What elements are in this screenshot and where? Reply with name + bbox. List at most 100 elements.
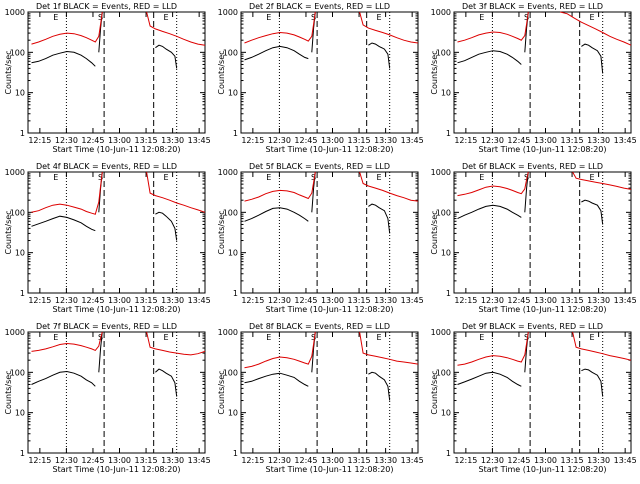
y-tick-label: 1000 (431, 8, 451, 17)
attenuator-marker: E (590, 13, 595, 22)
x-tick-label: 12:30 (481, 296, 504, 305)
y-tick-label: 10 (441, 249, 451, 258)
detector-panel: Det 5f BLACK = Events, RED = LLD 1 10 100 10… (217, 162, 424, 314)
x-axis-label: Start Time (10-Jun-11 12:08:20) (266, 465, 394, 474)
x-tick-label: 13:15 (135, 456, 158, 465)
y-tick-label: 1000 (5, 168, 25, 177)
x-tick-label: 13:00 (534, 456, 557, 465)
x-tick-label: 13:30 (374, 296, 397, 305)
detector-panel: Det 9f BLACK = Events, RED = LLD 1 10 100 10… (430, 322, 637, 474)
x-axis-label: Start Time (10-Jun-11 12:08:20) (53, 465, 181, 474)
x-tick-label: 13:30 (587, 136, 610, 145)
lld-series-line (146, 171, 206, 213)
events-series-line (581, 199, 604, 225)
plot-frame (27, 171, 206, 294)
x-tick-label: 13:15 (348, 296, 371, 305)
y-axis-label: Counts/sec (4, 210, 13, 254)
events-series-line (368, 42, 391, 69)
panel-title: Det 6f BLACK = Events, RED = LLD (462, 162, 603, 171)
x-tick-label: 13:30 (374, 456, 397, 465)
x-tick-label: 12:15 (241, 456, 264, 465)
attenuator-marker: E (590, 173, 595, 182)
x-tick-label: 12:15 (454, 136, 477, 145)
x-axis-label: Start Time (10-Jun-11 12:08:20) (266, 145, 394, 154)
attenuator-marker: E (377, 333, 382, 342)
y-tick-label: 1 (20, 449, 25, 458)
attenuator-marker: S (311, 333, 316, 342)
x-tick-label: 12:45 (81, 456, 104, 465)
y-tick-label: 1000 (218, 328, 238, 337)
detector-panel: Det 7f BLACK = Events, RED = LLD 1 10 100 10… (4, 322, 211, 474)
events-series-line (155, 368, 178, 397)
x-tick-label: 13:00 (321, 296, 344, 305)
events-series-line (457, 371, 522, 387)
detector-panel: Det 1f BLACK = Events, RED = LLD 1 10 100 10… (4, 2, 211, 154)
plot-frame (27, 331, 206, 454)
y-tick-label: 100 (10, 208, 25, 217)
lld-series-line (146, 331, 206, 356)
x-tick-label: 12:45 (81, 296, 104, 305)
x-tick-label: 12:45 (294, 456, 317, 465)
lld-series-line (146, 11, 206, 46)
x-tick-label: 13:45 (401, 456, 424, 465)
lld-series-line (244, 171, 316, 202)
x-tick-label: 13:30 (587, 296, 610, 305)
events-series-line (581, 368, 604, 397)
x-tick-label: 13:45 (614, 296, 637, 305)
lld-series-line (572, 331, 632, 361)
x-tick-label: 13:15 (348, 456, 371, 465)
y-tick-label: 1 (233, 449, 238, 458)
x-tick-label: 12:30 (55, 136, 78, 145)
lld-series-line (359, 171, 419, 202)
x-tick-label: 12:15 (241, 296, 264, 305)
attenuator-marker: S (98, 13, 103, 22)
x-tick-label: 13:15 (135, 136, 158, 145)
x-tick-label: 13:15 (561, 136, 584, 145)
plot-frame (240, 171, 419, 294)
attenuator-marker: S (311, 173, 316, 182)
events-series-line (368, 371, 391, 401)
y-tick-label: 100 (436, 368, 451, 377)
y-axis-label: Counts/sec (4, 50, 13, 94)
attenuator-marker: S (524, 333, 529, 342)
events-series-line (457, 50, 522, 65)
y-tick-label: 10 (15, 89, 25, 98)
detector-panel: Det 2f BLACK = Events, RED = LLD 1 10 100 10… (217, 2, 424, 154)
y-tick-label: 100 (223, 48, 238, 57)
panel-title: Det 3f BLACK = Events, RED = LLD (462, 2, 603, 11)
attenuator-marker: S (98, 173, 103, 182)
x-tick-label: 12:15 (28, 136, 51, 145)
x-tick-label: 13:15 (348, 136, 371, 145)
attenuator-marker: E (377, 173, 382, 182)
y-tick-label: 1000 (218, 8, 238, 17)
y-tick-label: 10 (228, 409, 238, 418)
x-tick-label: 12:30 (481, 136, 504, 145)
x-tick-label: 13:00 (108, 136, 131, 145)
plot-frame (240, 331, 419, 454)
y-tick-label: 1 (446, 449, 451, 458)
x-tick-label: 13:45 (188, 456, 211, 465)
y-axis-label: Counts/sec (430, 370, 439, 414)
x-tick-label: 12:45 (507, 136, 530, 145)
y-tick-label: 10 (228, 249, 238, 258)
x-tick-label: 13:00 (108, 296, 131, 305)
panel-title: Det 7f BLACK = Events, RED = LLD (36, 322, 177, 331)
y-axis-label: Counts/sec (430, 50, 439, 94)
x-tick-label: 12:30 (55, 296, 78, 305)
lld-series-line (31, 331, 103, 352)
x-tick-label: 12:45 (507, 296, 530, 305)
events-series-line (244, 207, 309, 222)
attenuator-marker: E (164, 13, 169, 22)
attenuator-marker: E (479, 333, 484, 342)
x-axis-label: Start Time (10-Jun-11 12:08:20) (479, 305, 607, 314)
detector-panel: Det 6f BLACK = Events, RED = LLD 1 10 100 10… (430, 162, 637, 314)
y-tick-label: 100 (223, 208, 238, 217)
events-series-line (155, 211, 178, 241)
x-tick-label: 13:45 (614, 456, 637, 465)
x-tick-label: 13:30 (161, 456, 184, 465)
panel-title: Det 2f BLACK = Events, RED = LLD (249, 2, 390, 11)
lld-series-line (359, 11, 419, 44)
plot-frame (453, 171, 632, 294)
x-axis-label: Start Time (10-Jun-11 12:08:20) (479, 465, 607, 474)
